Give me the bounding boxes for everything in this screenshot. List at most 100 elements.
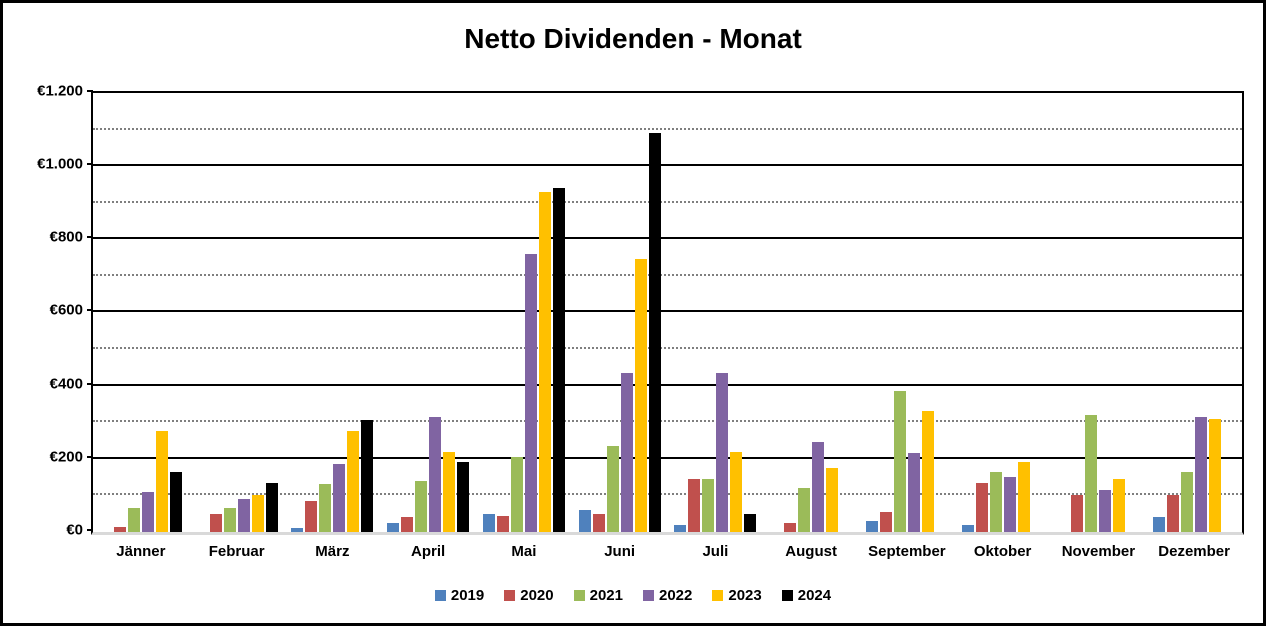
month-group-dezember xyxy=(1146,93,1242,532)
y-tick-label-1000: €1.000 xyxy=(37,155,83,173)
bar-2022-dezember xyxy=(1195,417,1208,532)
minor-gridline-100 xyxy=(93,493,1242,495)
bar-2021-september xyxy=(893,391,906,532)
bar-2021-juli xyxy=(702,479,715,532)
bar-2022-mai xyxy=(524,254,537,532)
minor-gridline-900 xyxy=(93,201,1242,203)
x-label-juli: Juli xyxy=(702,543,729,560)
bar-2021-jänner xyxy=(127,508,140,532)
month-group-mai xyxy=(476,93,572,532)
legend-label-2024: 2024 xyxy=(797,587,832,604)
bar-2024-mai xyxy=(552,188,565,532)
bar-2023-februar xyxy=(251,495,264,532)
month-group-februar xyxy=(189,93,285,532)
bar-2022-august xyxy=(812,442,825,532)
legend-item-2019: 2019 xyxy=(434,587,485,604)
y-tick-mark xyxy=(87,90,93,92)
bar-2021-november xyxy=(1085,415,1098,532)
x-label-august: August xyxy=(785,543,837,560)
bar-2022-märz xyxy=(333,464,346,532)
bar-2022-november xyxy=(1099,490,1112,532)
bar-2020-august xyxy=(784,523,797,532)
bar-2023-juli xyxy=(730,452,743,532)
x-axis-labels: Jänner Februar März April Mai Juni Juli August S… xyxy=(93,543,1242,560)
bar-2019-september xyxy=(865,521,878,532)
x-label-jänner: Jänner xyxy=(116,543,166,560)
y-tick-mark xyxy=(87,529,93,531)
y-tick-label-600: €600 xyxy=(49,301,83,319)
bar-2024-märz xyxy=(361,420,374,532)
legend-label-2020: 2020 xyxy=(520,587,554,604)
minor-gridline-500 xyxy=(93,347,1242,349)
bar-2019-oktober xyxy=(961,525,974,532)
bar-2020-mai xyxy=(496,516,509,532)
month-group-juni xyxy=(572,93,668,532)
bar-2022-juli xyxy=(716,373,729,532)
y-tick-mark xyxy=(87,309,93,311)
legend: 2019 2020 2021 2022 2023 2024 xyxy=(3,587,1263,604)
x-label-mai: Mai xyxy=(511,543,537,560)
legend-swatch-2019 xyxy=(434,590,446,601)
bar-2022-februar xyxy=(237,499,250,532)
bar-2020-märz xyxy=(305,501,318,532)
x-label-dezember: Dezember xyxy=(1158,543,1230,560)
bar-2019-juli xyxy=(674,525,687,532)
bar-2021-juni xyxy=(606,446,619,532)
bar-2019-mai xyxy=(482,514,495,532)
bar-2024-februar xyxy=(265,483,278,532)
month-group-jänner xyxy=(93,93,189,532)
bar-2024-jänner xyxy=(169,472,182,532)
legend-label-2021: 2021 xyxy=(589,587,623,604)
y-tick-label-400: €400 xyxy=(49,375,83,393)
month-group-april xyxy=(380,93,476,532)
legend-label-2023: 2023 xyxy=(728,587,762,604)
bars-layer xyxy=(93,93,1242,532)
month-group-september xyxy=(859,93,955,532)
bar-2019-april xyxy=(387,523,400,532)
x-label-februar: Februar xyxy=(208,543,265,560)
bar-2023-märz xyxy=(347,431,360,532)
bar-2023-september xyxy=(921,411,934,532)
legend-label-2019: 2019 xyxy=(450,587,485,604)
bar-2021-oktober xyxy=(989,472,1002,532)
bar-2023-mai xyxy=(538,192,551,532)
y-tick-label-200: €200 xyxy=(49,448,83,466)
major-gridline-600 xyxy=(93,310,1242,312)
minor-gridline-300 xyxy=(93,420,1242,422)
x-label-september: September xyxy=(868,543,946,560)
legend-swatch-2022 xyxy=(643,590,654,601)
chart-title: Netto Dividenden - Monat xyxy=(464,23,802,54)
bar-2020-oktober xyxy=(975,483,988,532)
bar-2020-april xyxy=(401,517,414,532)
x-label-märz: März xyxy=(315,543,350,560)
bar-2020-februar xyxy=(209,514,222,532)
x-label-november: November xyxy=(1061,543,1136,560)
bar-2020-dezember xyxy=(1167,495,1180,532)
bar-2024-april xyxy=(457,462,470,532)
bar-2019-juni xyxy=(578,510,591,532)
bar-2023-november xyxy=(1113,479,1126,532)
month-group-oktober xyxy=(955,93,1051,532)
month-group-august xyxy=(763,93,859,532)
legend-swatch-2021 xyxy=(573,590,585,601)
legend-item-2021: 2021 xyxy=(573,587,623,604)
bar-2023-jänner xyxy=(155,431,168,532)
major-gridline-800 xyxy=(93,237,1242,239)
legend-item-2023: 2023 xyxy=(712,587,762,604)
minor-gridline-700 xyxy=(93,274,1242,276)
bar-2024-juli xyxy=(744,514,757,532)
y-tick-mark xyxy=(87,456,93,458)
bar-2022-september xyxy=(907,453,920,532)
x-label-juni: Juni xyxy=(604,543,636,560)
y-tick-mark xyxy=(87,236,93,238)
legend-label-2022: 2022 xyxy=(659,587,693,604)
bar-2021-april xyxy=(415,481,428,532)
x-label-april: April xyxy=(411,543,446,560)
bar-2023-august xyxy=(826,468,839,532)
bar-2020-november xyxy=(1071,495,1084,532)
minor-gridline-1100 xyxy=(93,128,1242,130)
legend-swatch-2020 xyxy=(504,590,516,601)
major-gridline-400 xyxy=(93,384,1242,386)
y-tick-label-0: €0 xyxy=(66,521,83,539)
